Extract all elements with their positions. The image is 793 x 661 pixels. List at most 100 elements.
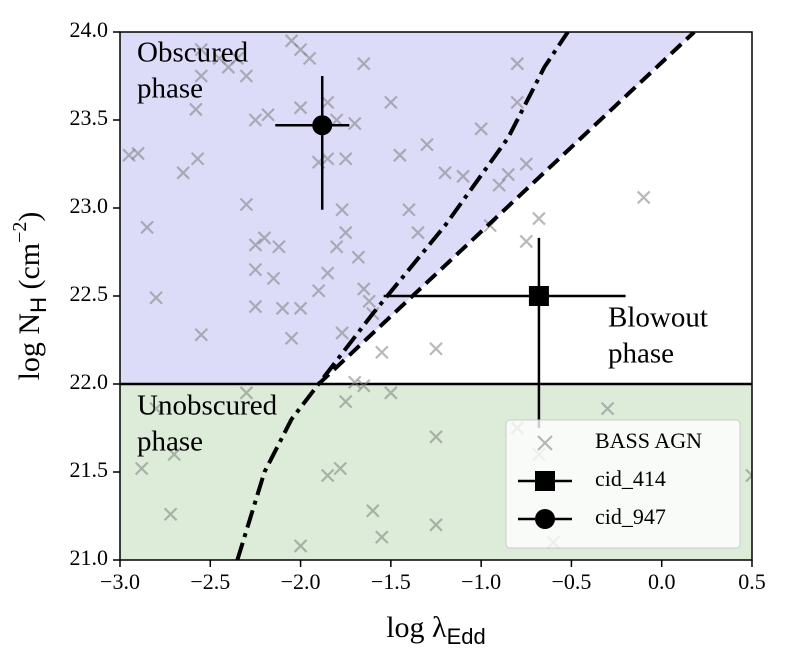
legend-label: BASS AGN <box>595 428 702 453</box>
x-axis-label-part: log λ <box>386 611 447 644</box>
bass-point <box>510 56 525 71</box>
bass-point <box>302 51 317 66</box>
region-label: Unobscured <box>137 390 278 422</box>
bass-point <box>189 102 203 117</box>
bass-point <box>190 151 205 166</box>
x-tick-label: −2.0 <box>281 569 321 594</box>
bass-point <box>131 146 145 161</box>
bass-point <box>474 122 488 136</box>
bass-point <box>275 301 290 316</box>
bass-point <box>335 326 349 340</box>
bass-point <box>456 169 470 184</box>
y-tick-label: 21.0 <box>70 545 109 570</box>
x-tick-label: −2.5 <box>190 569 230 594</box>
bass-point <box>311 283 326 298</box>
bass-point <box>375 345 389 360</box>
bass-point <box>356 282 371 296</box>
bass-point <box>194 69 209 83</box>
x-tick-label: 0.5 <box>738 569 766 594</box>
bass-point <box>134 461 149 476</box>
bass-point <box>284 331 299 346</box>
x-axis-label-part: Edd <box>447 624 486 649</box>
y-tick-label: 22.0 <box>70 369 109 394</box>
y-axis-label-part: ) <box>13 212 46 222</box>
bass-point <box>384 386 398 400</box>
x-axis-label: log λEdd <box>386 611 486 649</box>
bass-point <box>362 294 376 309</box>
bass-point <box>248 113 263 127</box>
bass-point <box>293 539 308 553</box>
region-label: phase <box>137 73 203 105</box>
bass-point <box>338 225 353 240</box>
bass-point <box>347 116 362 131</box>
bass-point <box>248 262 263 277</box>
y-tick-label: 21.5 <box>70 457 109 482</box>
point-marker <box>535 471 555 491</box>
bass-point <box>266 271 281 286</box>
y-axis-label-part: log N <box>13 313 46 381</box>
boundary-curve <box>235 32 570 560</box>
bass-point <box>333 461 348 476</box>
bass-point <box>347 375 362 390</box>
bass-point <box>384 95 398 110</box>
y-tick-label: 24.0 <box>70 17 109 42</box>
region-label: Blowout <box>608 302 708 334</box>
bass-point <box>163 507 178 522</box>
y-axis-label-part: H <box>26 297 51 313</box>
bass-point <box>519 234 534 249</box>
legend-box <box>505 419 741 549</box>
y-tick-label: 23.5 <box>70 105 109 130</box>
bass-point <box>320 95 335 110</box>
x-tick-label: −1.5 <box>371 569 411 594</box>
y-axis-label-part: (cm <box>13 243 46 297</box>
bass-point <box>329 113 344 127</box>
bass-point <box>320 151 335 166</box>
x-tick-label: 0.0 <box>648 569 676 594</box>
point-marker <box>535 509 555 529</box>
bass-point <box>600 401 615 416</box>
bass-point <box>329 239 344 254</box>
x-tick-label: −1.0 <box>461 569 501 594</box>
bass-point <box>194 42 209 57</box>
region-label: Obscured <box>137 37 249 69</box>
axes: Obscured phase Blowout phase Unobscured phase… <box>9 17 766 649</box>
bass-point <box>356 56 371 71</box>
bass-point <box>335 202 349 217</box>
bass-point <box>402 202 416 217</box>
bass-point <box>176 166 190 180</box>
bass-point <box>338 394 353 409</box>
x-tick-label: −0.5 <box>551 569 591 594</box>
bass-point <box>239 386 254 400</box>
bass-point <box>320 468 335 483</box>
bass-point <box>429 342 443 356</box>
bass-point <box>356 378 371 393</box>
bass-point <box>293 100 308 115</box>
bass-point <box>438 166 452 180</box>
bass-point <box>320 266 335 280</box>
bass-point <box>140 220 154 235</box>
y-tick-label: 22.5 <box>70 281 109 306</box>
bass-point <box>194 327 209 342</box>
bass-point <box>248 299 263 314</box>
bass-point <box>149 290 163 305</box>
bass-point <box>257 231 272 245</box>
bass-point <box>167 447 181 462</box>
bass-point <box>375 530 389 544</box>
bass-point <box>351 250 366 265</box>
y-axis-label-part: −2 <box>9 222 31 243</box>
x-tick-label: −3.0 <box>100 569 140 594</box>
boundary-curve <box>317 32 696 386</box>
point-marker <box>537 435 553 451</box>
bass-point <box>393 148 407 162</box>
y-tick-label: 23.0 <box>70 193 109 218</box>
bass-point <box>532 211 546 226</box>
bass-point <box>338 151 353 166</box>
bass-point <box>429 518 443 532</box>
bass-point <box>261 107 275 122</box>
bass-point <box>248 238 263 252</box>
bass-point <box>411 225 425 240</box>
bass-point <box>239 197 254 212</box>
bass-point <box>745 468 752 483</box>
legend-label: cid_947 <box>595 504 666 529</box>
